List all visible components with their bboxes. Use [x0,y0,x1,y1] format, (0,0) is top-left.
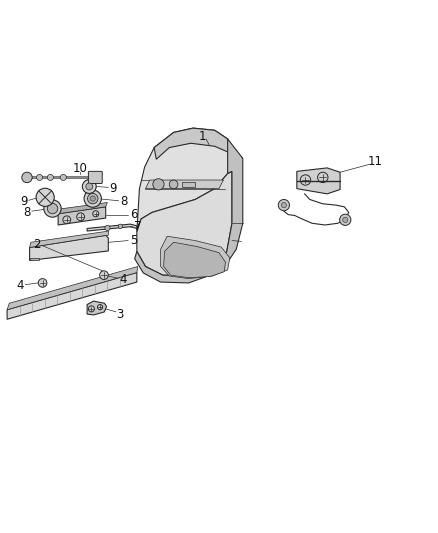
Circle shape [47,174,53,181]
Text: 10: 10 [72,162,87,175]
Polygon shape [221,139,243,266]
FancyBboxPatch shape [182,182,195,187]
Circle shape [90,196,95,201]
Text: 5: 5 [130,234,137,247]
Circle shape [60,174,66,181]
Circle shape [36,174,42,181]
Circle shape [86,183,93,190]
Circle shape [339,214,351,225]
Circle shape [38,279,47,287]
Polygon shape [145,180,223,189]
Circle shape [47,204,58,214]
Text: 8: 8 [23,206,30,219]
Polygon shape [58,207,106,225]
Circle shape [105,225,110,231]
Text: 7: 7 [134,220,141,233]
Polygon shape [161,236,230,279]
Circle shape [281,203,286,208]
Circle shape [77,213,85,221]
Circle shape [318,172,328,183]
Circle shape [343,217,348,222]
Circle shape [63,216,71,224]
Text: 9: 9 [110,182,117,195]
Text: 4: 4 [119,273,127,286]
Polygon shape [164,243,226,278]
Polygon shape [7,266,138,310]
Text: 2: 2 [33,238,40,252]
Polygon shape [7,272,137,319]
Circle shape [84,190,101,207]
Circle shape [118,224,123,229]
Text: 1: 1 [199,130,206,143]
Circle shape [88,193,98,204]
Circle shape [153,179,164,190]
Text: 11: 11 [367,155,382,168]
Circle shape [82,180,96,193]
Text: 6: 6 [130,208,137,221]
Text: 9: 9 [20,195,27,208]
Text: 4: 4 [16,279,24,293]
Circle shape [88,306,95,312]
Text: 8: 8 [120,195,127,208]
Text: 3: 3 [116,308,123,320]
Polygon shape [137,128,232,232]
Circle shape [36,188,54,206]
Polygon shape [30,236,108,261]
Polygon shape [134,252,223,283]
FancyBboxPatch shape [30,258,39,261]
Polygon shape [137,172,232,276]
Circle shape [44,200,61,217]
Polygon shape [154,128,243,159]
Polygon shape [30,231,109,247]
Circle shape [93,211,99,217]
Circle shape [22,172,32,183]
Circle shape [98,304,102,310]
Circle shape [100,271,108,279]
Circle shape [169,180,178,189]
Polygon shape [87,224,137,231]
Polygon shape [58,203,107,214]
Polygon shape [297,168,340,194]
FancyBboxPatch shape [88,172,102,183]
Circle shape [278,199,290,211]
Circle shape [300,175,311,185]
Polygon shape [87,301,106,315]
